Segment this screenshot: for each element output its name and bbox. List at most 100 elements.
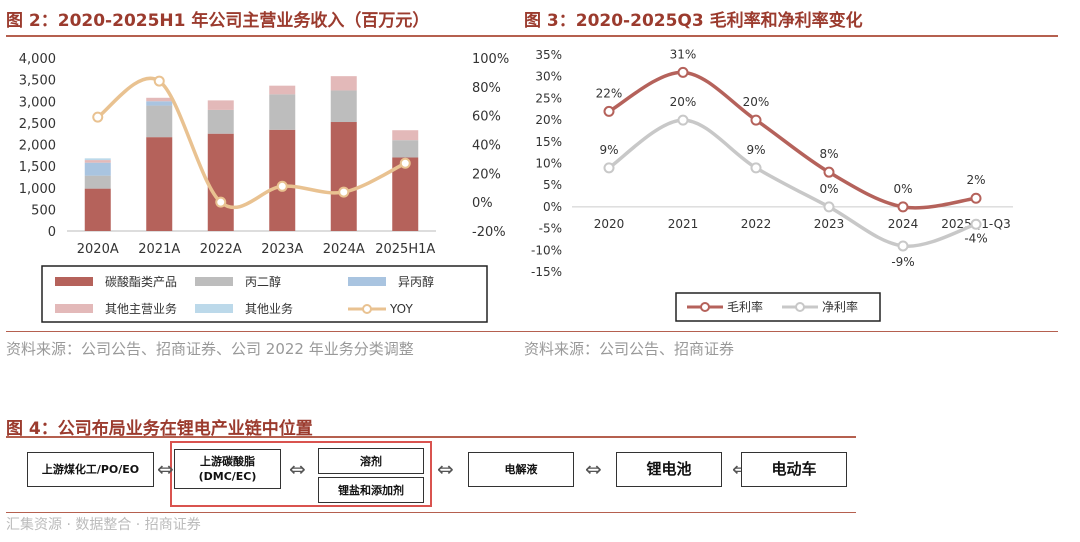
x-tick-label: 2024A [323, 242, 365, 257]
arrow-icon: ⇔ [437, 457, 454, 481]
data-label: 9% [746, 143, 765, 157]
x-tick-label: 2021 [668, 217, 699, 231]
y-tick-label: -15% [531, 265, 562, 279]
data-label: 31% [670, 47, 697, 61]
data-point [750, 114, 762, 126]
y-left-tick-label: 3,000 [19, 95, 56, 110]
yoy-point [276, 180, 288, 192]
company-scope-frame [170, 441, 432, 507]
y-left-tick-label: 3,500 [19, 74, 56, 89]
data-point [823, 201, 835, 213]
data-point [603, 105, 615, 117]
arrow-icon: ⇔ [157, 457, 174, 481]
yoy-point [153, 75, 165, 87]
node-carbonate-line1: 上游碳酸脂 [200, 455, 255, 468]
legend-swatch [195, 304, 233, 313]
arrow-icon: ⇔ [585, 457, 602, 481]
data-label: 0% [819, 182, 838, 196]
x-tick-label: 2021A [138, 242, 180, 257]
bar-segment [84, 175, 111, 189]
y-right-tick-label: 0% [472, 196, 493, 211]
fig3-source: 资料来源：公司公告、招商证券 [524, 340, 735, 358]
bar-segment [84, 162, 111, 176]
legend-label: 碳酸酯类产品 [105, 274, 177, 289]
y-tick-label: 5% [543, 178, 562, 192]
data-label: 2% [966, 173, 985, 187]
y-left-tick-label: 1,500 [19, 160, 56, 175]
y-tick-label: 25% [535, 91, 562, 105]
bar-segment [392, 140, 419, 158]
y-left-tick-label: 0 [48, 225, 56, 240]
data-label: 20% [670, 95, 697, 109]
y-tick-label: -10% [531, 243, 562, 257]
bar-segment [330, 76, 357, 91]
legend-label: 其他主营业务 [105, 301, 177, 316]
data-label: -9% [891, 255, 914, 269]
x-tick-label: 2020 [594, 217, 625, 231]
legend-line-marker [362, 304, 372, 314]
data-point [970, 218, 982, 230]
bar-segment [269, 94, 296, 130]
bar-segment [146, 105, 173, 138]
data-label: 20% [743, 95, 770, 109]
node-ev: 电动车 [741, 452, 847, 487]
y-right-tick-label: 20% [472, 167, 501, 182]
x-tick-label: 2025H1A [375, 242, 435, 257]
node-solvent: 溶剂 [318, 448, 424, 474]
y-left-tick-label: 500 [31, 203, 56, 218]
x-tick-label: 2022A [200, 242, 242, 257]
yoy-line [96, 76, 407, 210]
bar-segment [146, 97, 173, 102]
margin-chart: -15% -10% -5% 0% 5% 10% 15% 20% 25% 30% 35% 2020 202… [531, 47, 1013, 322]
y-right-tick-label: 40% [472, 139, 501, 154]
arrow-icon: ⇔ [289, 457, 306, 481]
data-label: 9% [599, 143, 618, 157]
y-left-tick-label: 2,500 [19, 117, 56, 132]
bar-segment [207, 109, 234, 134]
revenue-chart: 0 500 1,000 1,500 2,000 2,500 3,000 3,500 4,000 -… [19, 52, 509, 323]
fig2-title: 图 2：2020-2025H1 年公司主营业务收入（百万元） [6, 11, 430, 31]
data-label: -4% [964, 231, 987, 245]
data-point [603, 162, 615, 174]
x-tick-label: 2023 [814, 217, 845, 231]
data-point [897, 201, 909, 213]
data-point [970, 192, 982, 204]
node-upstream-coal: 上游煤化工/PO/EO [27, 452, 154, 487]
yoy-point [338, 186, 350, 198]
data-label: 22% [596, 86, 623, 100]
header-rule [6, 35, 1058, 37]
x-tick-label: 2022 [741, 217, 772, 231]
bar-segment [392, 130, 419, 141]
y-right-tick-label: 80% [472, 81, 501, 96]
node-carbonate: 上游碳酸脂 (DMC/EC) [174, 449, 281, 489]
legend-marker [795, 302, 805, 312]
y-tick-label: -5% [539, 222, 562, 236]
bar-segment [269, 85, 296, 95]
y-left-tick-label: 1,000 [19, 182, 56, 197]
fig4-bottom-rule [6, 512, 856, 513]
y-tick-label: 0% [543, 200, 562, 214]
fig2-source: 资料来源：公司公告、招商证券、公司 2022 年业务分类调整 [6, 340, 414, 358]
data-point [677, 114, 689, 126]
y-right-tick-label: 100% [472, 52, 509, 67]
legend-label: 丙二醇 [245, 274, 281, 289]
legend-marker [700, 302, 710, 312]
data-label: 0% [893, 182, 912, 196]
legend-box [41, 265, 488, 323]
bar-segment [84, 158, 111, 161]
bar-segment [207, 133, 234, 231]
legend-swatch [195, 277, 233, 286]
data-label: 8% [819, 147, 838, 161]
legend-swatch [55, 277, 93, 286]
bar-segment [207, 100, 234, 110]
node-battery: 锂电池 [616, 452, 722, 487]
yoy-point [92, 111, 104, 123]
bar-segment [146, 101, 173, 106]
data-point [677, 66, 689, 78]
y-left-tick-label: 2,000 [19, 139, 56, 154]
y-right-tick-label: 60% [472, 110, 501, 125]
middle-rule [6, 331, 1058, 332]
y-tick-label: 30% [535, 70, 562, 84]
fig3-title: 图 3：2020-2025Q3 毛利率和净利率变化 [524, 11, 863, 31]
node-lithium-salt: 锂盐和添加剂 [318, 477, 424, 503]
